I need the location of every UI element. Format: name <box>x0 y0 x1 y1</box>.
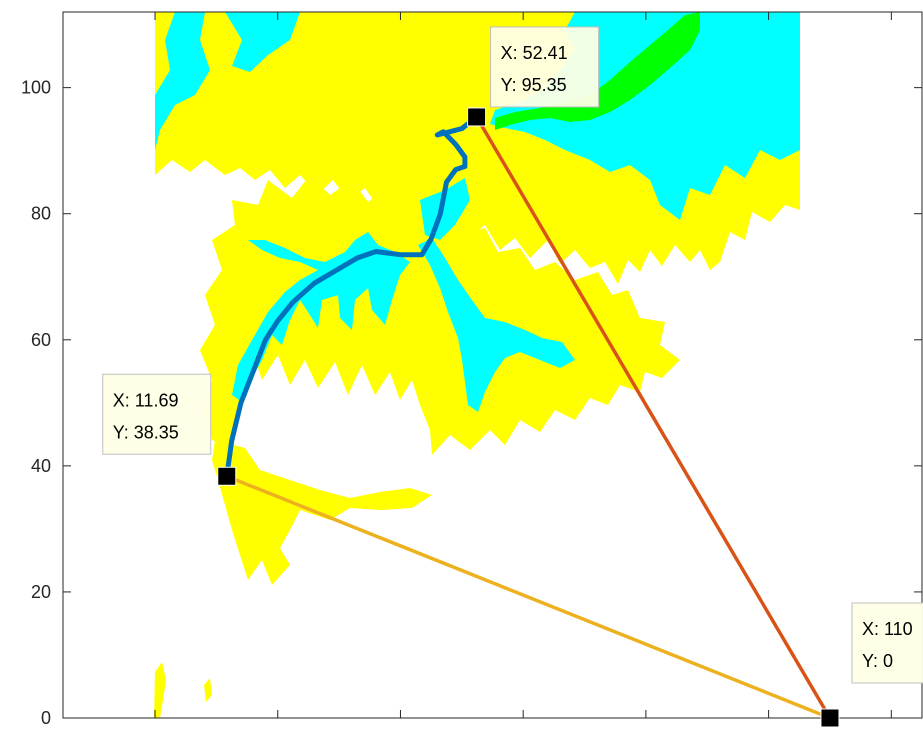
terrain-cyan-top-2 <box>225 12 300 72</box>
terrain-cyan-top-1 <box>155 12 210 150</box>
y-tick-label: 100 <box>21 78 51 98</box>
y-tick-label: 40 <box>31 456 51 476</box>
river-path-line <box>224 114 480 479</box>
terrain-cyan-east-spur <box>420 178 470 240</box>
terrain-yellow-bottom-speck-1 <box>154 662 166 718</box>
datatip-marker-1[interactable] <box>467 107 487 127</box>
axes-box <box>62 11 923 719</box>
datatip-text: Y: 95.35 <box>501 75 567 95</box>
data-layer <box>224 114 832 718</box>
connector-line-2 <box>474 115 832 718</box>
datatip-text: X: 110 <box>862 619 913 639</box>
datatip-text: X: 52.41 <box>501 43 568 63</box>
datatips: X: 52.41 Y: 95.35 X: 11.69 Y: 38.35 X: 110 Y:… <box>102 26 923 728</box>
datatip-tip2[interactable]: X: 11.69 Y: 38.35 <box>102 373 212 455</box>
y-tick-label: 20 <box>31 582 51 602</box>
datatip-marker-3[interactable] <box>820 708 840 728</box>
datatip-marker-2[interactable] <box>217 466 237 486</box>
y-tick-label: 0 <box>41 708 51 728</box>
y-tick-label: 80 <box>31 204 51 224</box>
connector-line-1 <box>225 474 832 718</box>
y-tick-label: 60 <box>31 330 51 350</box>
datatip-box <box>851 602 923 684</box>
datatip-text: X: 11.69 <box>113 390 179 410</box>
datatip-tip1[interactable]: X: 52.41 Y: 95.35 <box>490 26 600 108</box>
datatip-box <box>102 373 212 455</box>
terrain-yellow-bottom-speck-2 <box>204 678 212 702</box>
terrain-yellow-main-body <box>200 175 680 455</box>
terrain-map <box>154 12 800 718</box>
datatip-box <box>490 26 600 108</box>
terrain-cyan-river-corridor <box>418 238 575 412</box>
terrain-cyan-west-branches <box>232 232 410 402</box>
datatip-text: Y: 38.35 <box>113 422 179 442</box>
datatip-tip3[interactable]: X: 110 Y: 0 <box>851 602 923 684</box>
datatip-text: Y: 0 <box>862 651 893 671</box>
terrain-yellow-lower-branch <box>212 440 432 585</box>
